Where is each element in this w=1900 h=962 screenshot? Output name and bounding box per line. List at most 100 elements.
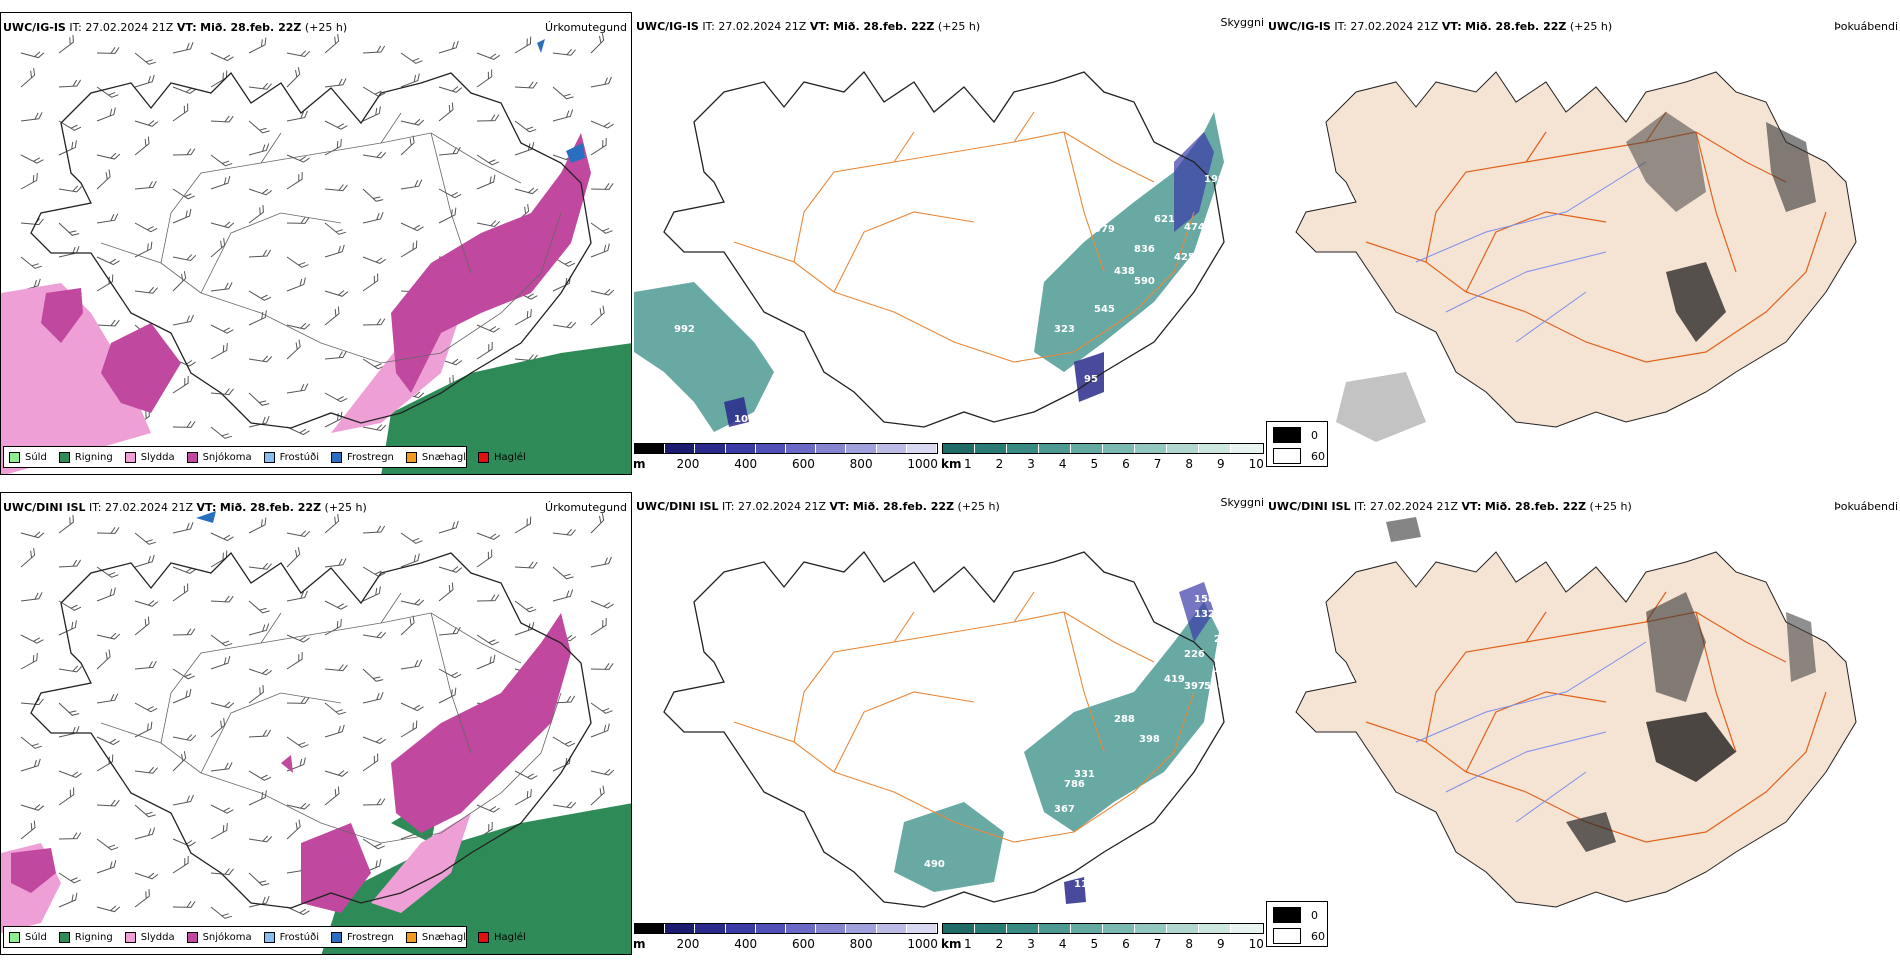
wind-barb [514, 309, 532, 326]
ceiling-value-label: 397 [1184, 681, 1205, 692]
valid-time: Mið. 28.feb. 22Z [219, 501, 322, 514]
ceiling-value-label: 621 [1154, 214, 1175, 225]
wind-barb [324, 786, 340, 806]
wind-barb [438, 207, 457, 224]
colorbar-tick: 1 [964, 457, 972, 471]
fog-area-4 [1786, 612, 1816, 682]
wind-barb [286, 757, 306, 772]
wind-barb [476, 341, 493, 360]
wind-barb [362, 86, 386, 97]
wind-barb [438, 626, 461, 636]
visibility-panel: 992 101 198 271 979 621 474 836 438 590 425 352 363 5… [634, 12, 1264, 475]
ceiling-value-label: 111 [1074, 879, 1095, 890]
wind-barb [476, 324, 500, 333]
legend-swatch [58, 451, 70, 463]
valid-label: VT: [809, 20, 830, 33]
low-visibility-area [634, 282, 774, 432]
wind-barb [400, 532, 423, 544]
wind-barb [476, 174, 496, 190]
wind-barb [324, 513, 340, 534]
colorbar-tick: 400 [734, 937, 758, 951]
colorbar-segment [1199, 444, 1231, 453]
colorbar-segment [1039, 924, 1071, 933]
wind-barb [286, 256, 309, 268]
legend-label: Frostúði [279, 931, 319, 943]
colorbar-segment [943, 444, 975, 453]
wind-barb [96, 905, 121, 913]
wind-barb [400, 222, 424, 232]
legend-swatch [405, 931, 417, 943]
wind-barb [210, 532, 234, 542]
wind-barb [476, 634, 499, 646]
colorbar-segment [876, 444, 907, 453]
colorbar-segment [786, 444, 817, 453]
colorbar-tick: 3 [1027, 937, 1035, 951]
wind-barb [248, 517, 267, 534]
colorbar-segment [975, 444, 1007, 453]
init-time: 27.02.2024 21Z [1350, 20, 1439, 33]
wind-barb [248, 562, 272, 570]
fog-high-swatch [1273, 907, 1301, 923]
wind-barb [248, 835, 273, 843]
colorbar-segment [846, 444, 877, 453]
lead-time: (+25 h) [937, 20, 981, 33]
lead-time: (+25 h) [304, 21, 348, 34]
colorbar-tick: 1 [964, 937, 972, 951]
fog-low-swatch [1273, 448, 1301, 464]
valid-time: Mið. 28.feb. 22Z [200, 21, 302, 34]
valid-time: Mið. 28.feb. 22Z [1484, 500, 1587, 513]
wind-barb [210, 906, 233, 919]
wind-barb [362, 273, 379, 292]
wind-barb [96, 860, 117, 874]
colorbar-segment [1007, 444, 1039, 453]
wind-barb [552, 736, 576, 747]
wind-barb [286, 906, 310, 916]
colorbar-tick: 10 [1248, 937, 1264, 951]
legend-item: Haglél [478, 931, 526, 943]
wind-barb [248, 392, 270, 406]
wind-barb [248, 790, 267, 806]
wind-barb [362, 566, 386, 577]
wind-barb [552, 801, 577, 809]
wind-barb [400, 135, 415, 156]
legend-swatch [263, 931, 275, 943]
ceiling-value-label: 367 [1054, 804, 1075, 815]
wind-barb [20, 256, 43, 269]
wind-barb [96, 527, 120, 534]
colorbar-segment [725, 444, 756, 453]
forecast-header: UWC/IG-IS IT: 27.02.2024 21Z VT: Mið. 28… [636, 20, 980, 33]
wind-barb [552, 86, 574, 100]
colorbar-tick: 600 [791, 937, 815, 951]
land-area [1295, 551, 1857, 908]
wind-barb [438, 102, 454, 122]
wind-barb [552, 589, 574, 602]
wind-barb [324, 244, 345, 258]
wind-barb [58, 514, 74, 534]
wind-barb [324, 120, 348, 130]
ceiling-value-label: 200 [1214, 634, 1235, 645]
roads [100, 112, 562, 364]
colorbar-segment [943, 924, 975, 933]
wind-barb [134, 702, 158, 713]
wind-barb [286, 50, 311, 57]
wind-barb [134, 888, 150, 908]
wind-barb [438, 86, 463, 93]
ceiling-value-label: 474 [1184, 222, 1205, 233]
low-ceiling-area-2 [1074, 352, 1104, 402]
wind-barb [362, 631, 387, 639]
wind-barb [324, 222, 347, 235]
wind-barb [324, 306, 340, 326]
wind-barb [590, 723, 610, 738]
ceiling-unit: m [634, 937, 646, 951]
valid-label: VT: [176, 21, 197, 34]
colorbar-segment [1231, 444, 1263, 453]
colorbar-segment [1231, 924, 1263, 933]
wind-barb [58, 665, 83, 673]
wind-barb [590, 288, 615, 296]
wind-barb [210, 656, 231, 670]
wind-barb [96, 319, 120, 327]
colorbar-segment [665, 924, 696, 933]
colorbar-segment [1199, 924, 1231, 933]
wind-barb [552, 528, 576, 536]
wind-barb [134, 872, 159, 880]
